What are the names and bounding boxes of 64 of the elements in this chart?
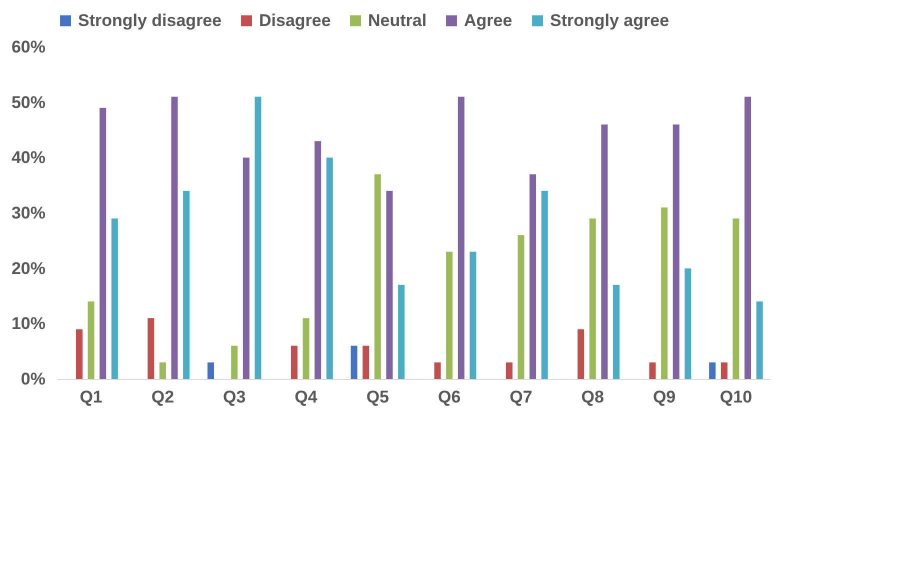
bar bbox=[350, 346, 358, 379]
bar bbox=[744, 96, 752, 379]
x-tick-label: Q5 bbox=[366, 388, 390, 406]
bar bbox=[302, 318, 310, 379]
y-tick-label: 0% bbox=[20, 370, 46, 388]
bar bbox=[88, 302, 94, 379]
bar bbox=[100, 108, 106, 379]
bar bbox=[254, 96, 262, 379]
bar bbox=[518, 235, 524, 379]
legend-label: Strongly agree bbox=[550, 10, 670, 30]
x-tick-label: Q4 bbox=[294, 388, 318, 406]
bar bbox=[207, 362, 214, 379]
y-tick-label: 50% bbox=[11, 92, 46, 112]
bar bbox=[374, 174, 381, 379]
bar bbox=[732, 218, 740, 379]
bar bbox=[326, 158, 333, 379]
y-tick-label: 10% bbox=[11, 314, 46, 334]
bar bbox=[398, 284, 405, 379]
y-tick-label: 40% bbox=[11, 148, 46, 168]
bar bbox=[756, 302, 763, 379]
bar bbox=[446, 252, 453, 379]
bar bbox=[111, 218, 118, 379]
legend-label: Strongly disagree bbox=[78, 10, 222, 30]
x-tick-label: Q6 bbox=[438, 388, 461, 406]
x-tick-label: Q1 bbox=[80, 388, 102, 406]
x-tick-label: Q3 bbox=[223, 388, 246, 406]
bar bbox=[661, 207, 668, 379]
legend-label: Agree bbox=[464, 10, 512, 30]
legend-label: Neutral bbox=[368, 10, 427, 30]
bar bbox=[159, 362, 166, 379]
bar bbox=[183, 190, 190, 379]
bar bbox=[171, 96, 178, 379]
bar bbox=[672, 124, 680, 379]
bar bbox=[709, 362, 716, 379]
bar bbox=[541, 190, 548, 379]
bar bbox=[148, 318, 154, 379]
bar bbox=[530, 174, 536, 379]
bar bbox=[386, 190, 393, 379]
x-tick-label: Q8 bbox=[581, 388, 604, 406]
bar bbox=[290, 346, 298, 379]
bar bbox=[684, 268, 692, 379]
bar bbox=[649, 362, 656, 379]
bar bbox=[362, 346, 370, 379]
x-tick-label: Q10 bbox=[720, 388, 752, 406]
bar bbox=[720, 362, 728, 379]
bar bbox=[231, 346, 238, 379]
bar bbox=[578, 329, 584, 379]
bar bbox=[613, 284, 620, 379]
bar bbox=[601, 124, 608, 379]
bar bbox=[458, 96, 464, 379]
bar bbox=[314, 141, 322, 379]
bar bbox=[470, 252, 476, 379]
legend-label: Disagree bbox=[259, 10, 331, 30]
x-tick-label: Q2 bbox=[151, 388, 174, 406]
y-tick-label: 60% bbox=[11, 38, 46, 56]
bar bbox=[242, 158, 250, 379]
y-tick-label: 30% bbox=[11, 204, 46, 222]
bar bbox=[76, 329, 82, 379]
x-tick-label: Q9 bbox=[652, 388, 676, 406]
bar bbox=[589, 218, 596, 379]
x-tick-label: Q7 bbox=[510, 388, 532, 406]
bar bbox=[434, 362, 441, 379]
y-tick-label: 20% bbox=[11, 258, 46, 278]
bar bbox=[506, 362, 512, 379]
